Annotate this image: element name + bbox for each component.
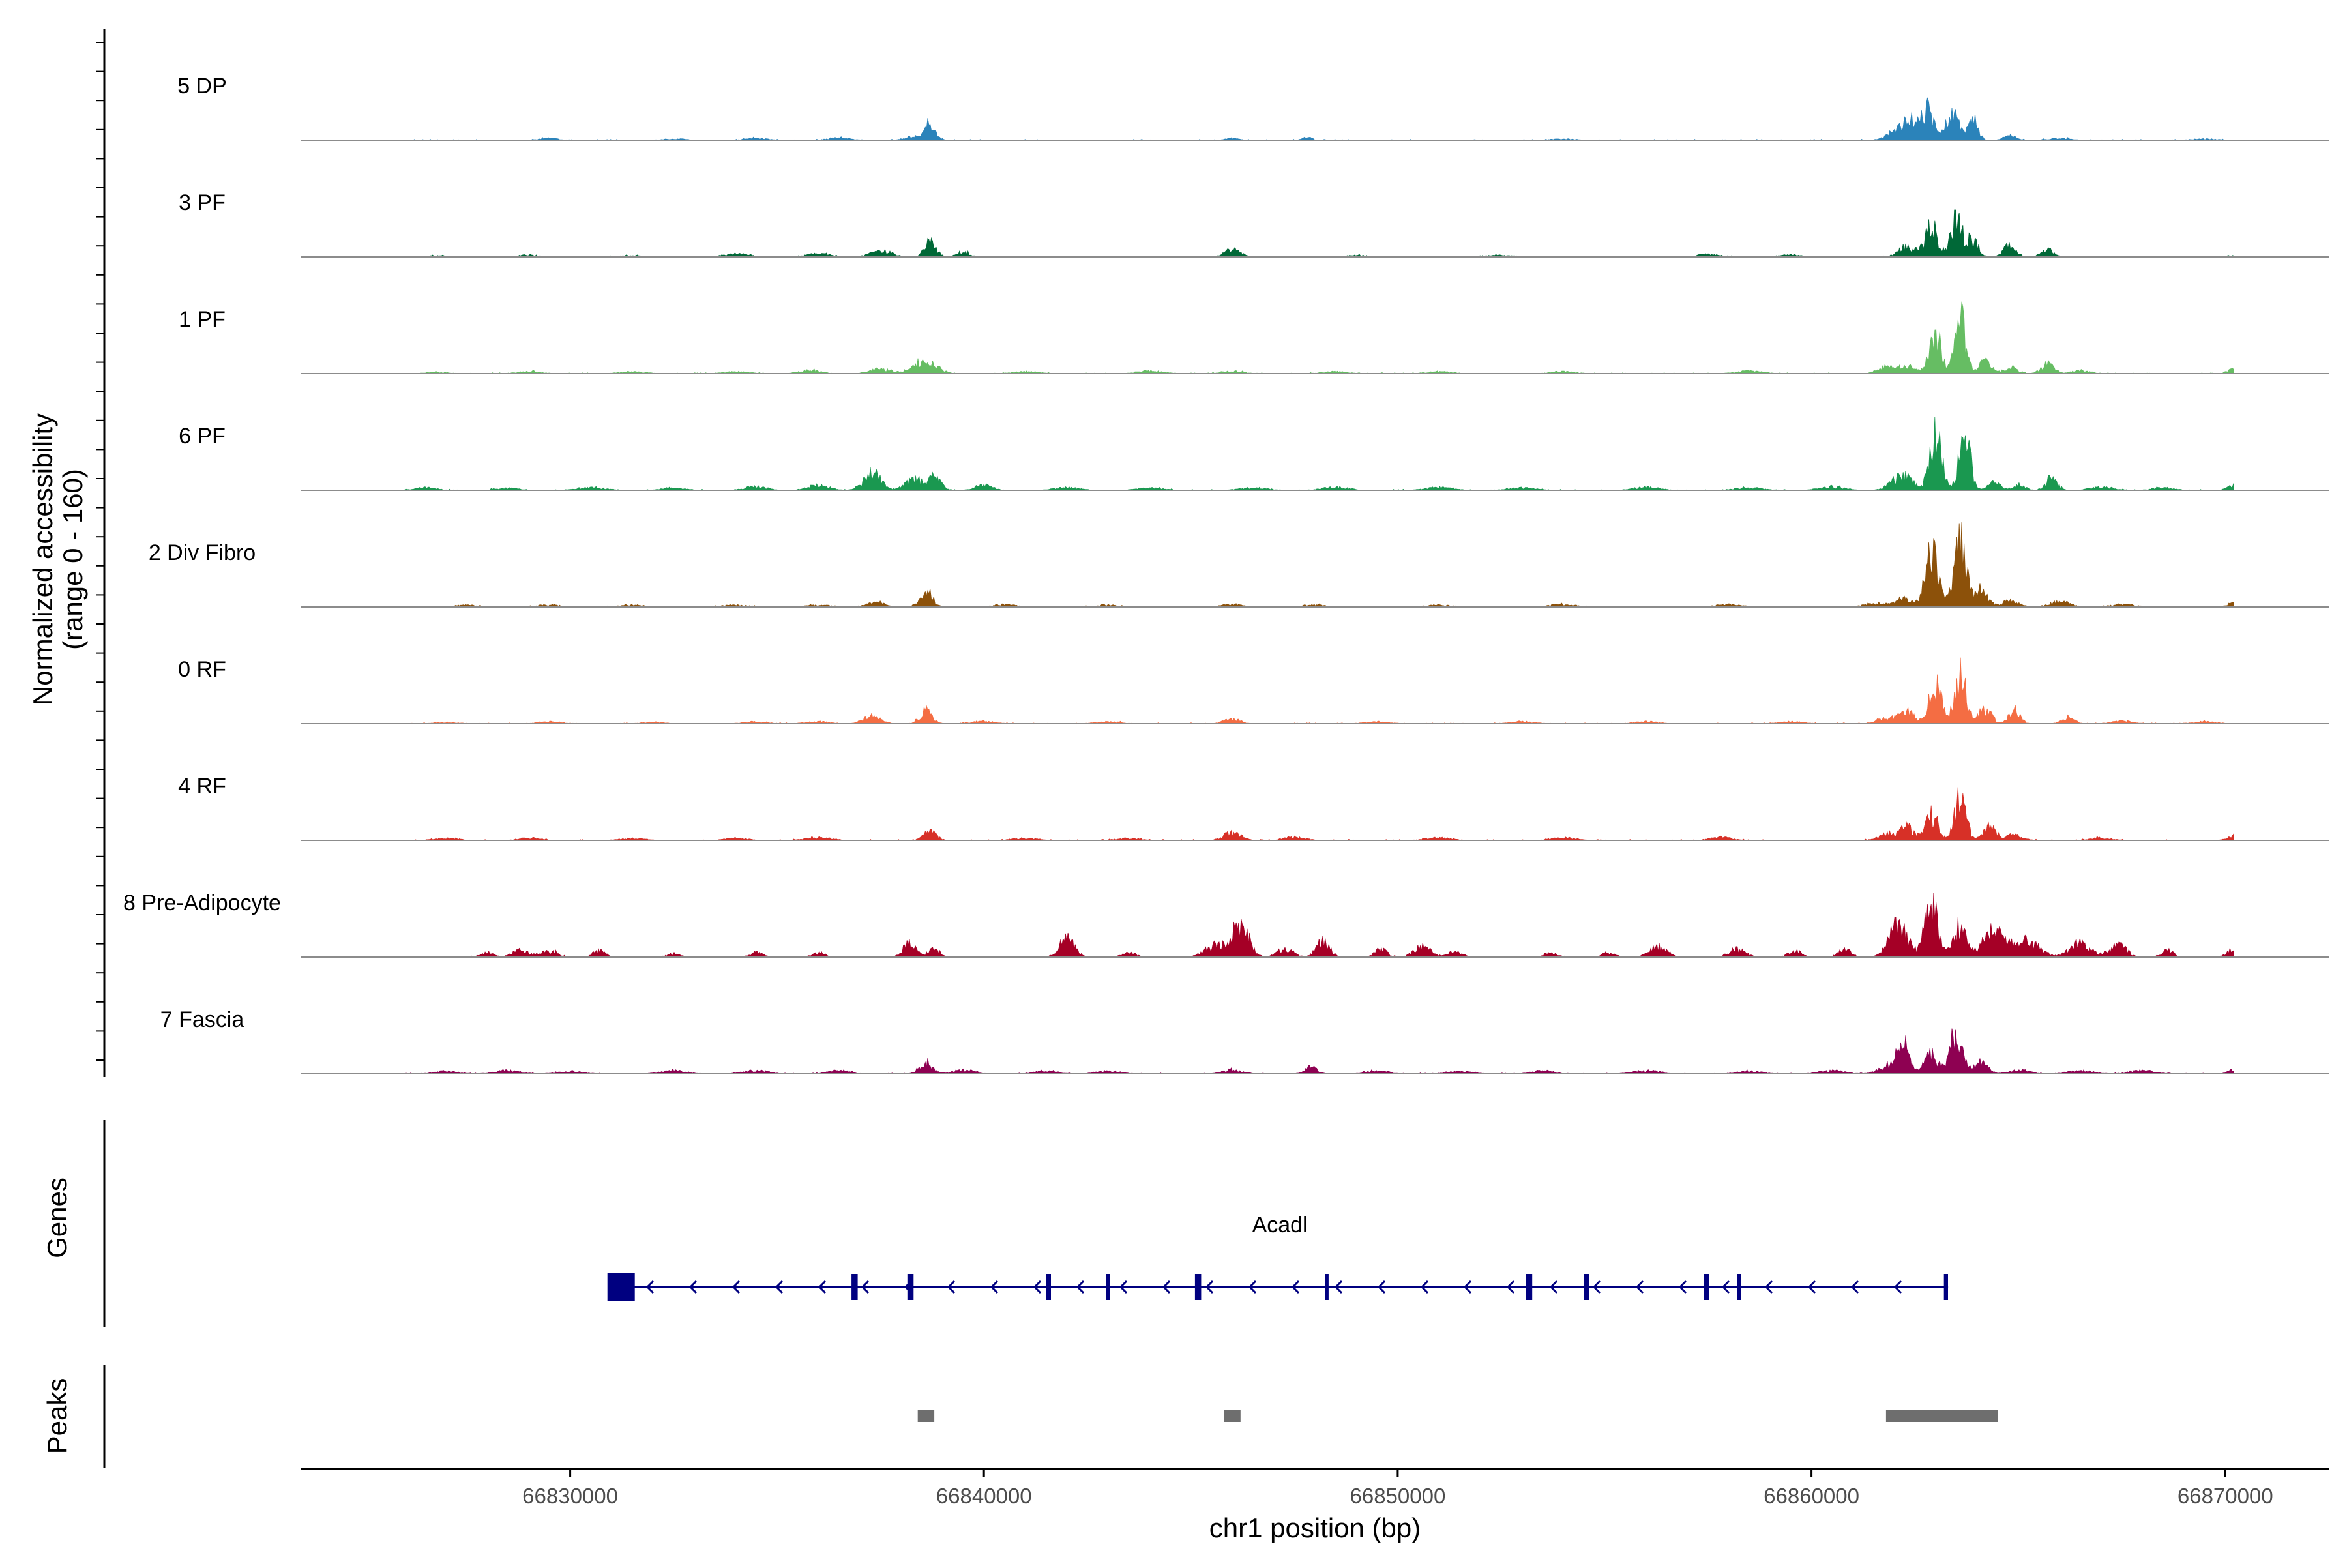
strand-arrow xyxy=(1248,1280,1257,1294)
strand-arrow xyxy=(1506,1280,1515,1294)
strand-arrow xyxy=(1549,1280,1558,1294)
coverage-area xyxy=(404,657,2234,724)
track-4: 6 PF xyxy=(179,417,2329,491)
peak-region xyxy=(1224,1410,1241,1422)
strand-arrow xyxy=(1850,1280,1859,1294)
coverage-area xyxy=(404,787,2234,841)
strand-arrow xyxy=(1291,1280,1300,1294)
peaks-track-label: Peaks xyxy=(42,1378,72,1455)
x-axis: 66830000 66840000 66850000 66860000 66870000 xyxy=(301,1468,2329,1508)
strand-arrow xyxy=(645,1280,655,1294)
track-label: 1 PF xyxy=(179,307,226,332)
gene-exon xyxy=(1737,1274,1741,1300)
coverage-area xyxy=(404,301,2234,374)
strand-arrow xyxy=(688,1280,698,1294)
strand-arrow xyxy=(1119,1280,1128,1294)
coverage-tracks: 5 DP 3 PF 1 PF 6 PF 2 Div Fibro 0 RF 4 RF 8 Pre… xyxy=(123,74,2329,1074)
strand-arrow xyxy=(1893,1280,1902,1294)
track-5: 2 Div Fibro xyxy=(149,522,2329,608)
strand-arrow xyxy=(818,1280,827,1294)
coverage-area xyxy=(404,417,2234,491)
track-6: 0 RF xyxy=(178,657,2329,724)
coverage-y-axis xyxy=(96,29,106,1077)
strand-arrow xyxy=(1076,1280,1085,1294)
track-8: 8 Pre-Adipocyte xyxy=(123,891,2329,958)
strand-arrow xyxy=(947,1280,956,1294)
peak-region xyxy=(1885,1410,1998,1422)
gene-exon xyxy=(1584,1274,1589,1300)
peaks-track xyxy=(103,1365,1998,1468)
strand-arrow xyxy=(775,1280,784,1294)
genes-track: Acadl xyxy=(103,1120,1949,1327)
peak-region xyxy=(917,1410,935,1422)
x-tick-label: 66850000 xyxy=(1350,1484,1445,1508)
gene-exon xyxy=(1704,1274,1709,1300)
track-label: 0 RF xyxy=(178,657,226,682)
track-label: 5 DP xyxy=(177,74,227,98)
track-label: 8 Pre-Adipocyte xyxy=(123,891,281,915)
strand-arrow xyxy=(1377,1280,1386,1294)
strand-arrow xyxy=(1162,1280,1171,1294)
track-label: 7 Fascia xyxy=(160,1007,244,1032)
gene-exon xyxy=(1046,1274,1051,1300)
strand-arrow xyxy=(861,1280,870,1294)
gene-exon xyxy=(1943,1274,1948,1300)
gene-exon xyxy=(607,1273,635,1301)
gene-exon xyxy=(1526,1274,1533,1300)
gene-exon xyxy=(851,1274,858,1300)
coverage-ylabel-line2: (range 0 - 160) xyxy=(57,469,88,650)
coverage-area xyxy=(404,893,2234,958)
track-2: 3 PF xyxy=(179,190,2329,258)
strand-arrow xyxy=(731,1280,741,1294)
strand-arrow xyxy=(990,1280,999,1294)
track-label: 3 PF xyxy=(179,190,226,215)
track-label: 2 Div Fibro xyxy=(149,540,256,565)
track-1: 5 DP xyxy=(177,74,2329,141)
coverage-area xyxy=(404,522,2234,608)
x-axis-label: chr1 position (bp) xyxy=(1209,1513,1421,1543)
gene-exon xyxy=(1106,1274,1110,1300)
x-tick-label: 66830000 xyxy=(522,1484,618,1508)
coverage-ylabel-line1: Normalized accessibility xyxy=(27,413,58,705)
coverage-area xyxy=(404,209,2234,258)
gene-exon xyxy=(1194,1274,1202,1300)
strand-arrow xyxy=(1635,1280,1644,1294)
track-9: 7 Fascia xyxy=(160,1007,2329,1074)
strand-arrow xyxy=(1334,1280,1343,1294)
strand-arrow xyxy=(1721,1280,1730,1294)
gene-name-label: Acadl xyxy=(1252,1213,1308,1237)
strand-arrow xyxy=(1033,1280,1042,1294)
genes-track-label: Genes xyxy=(42,1177,72,1258)
strand-arrow xyxy=(1592,1280,1601,1294)
gene-exon xyxy=(907,1274,914,1300)
strand-arrow xyxy=(1420,1280,1429,1294)
x-tick-label: 66840000 xyxy=(936,1484,1032,1508)
x-tick-label: 66870000 xyxy=(2177,1484,2273,1508)
strand-arrow xyxy=(1764,1280,1773,1294)
coverage-area xyxy=(404,97,2234,141)
strand-arrow xyxy=(1463,1280,1472,1294)
track-7: 4 RF xyxy=(178,774,2329,841)
track-label: 6 PF xyxy=(179,424,226,449)
x-tick-label: 66860000 xyxy=(1764,1484,1859,1508)
gene-exon xyxy=(1325,1274,1329,1300)
strand-arrow xyxy=(1807,1280,1816,1294)
coverage-area xyxy=(404,1028,2234,1074)
track-label: 4 RF xyxy=(178,774,226,799)
strand-arrow xyxy=(1205,1280,1214,1294)
strand-arrow xyxy=(1678,1280,1687,1294)
track-3: 1 PF xyxy=(179,301,2329,374)
